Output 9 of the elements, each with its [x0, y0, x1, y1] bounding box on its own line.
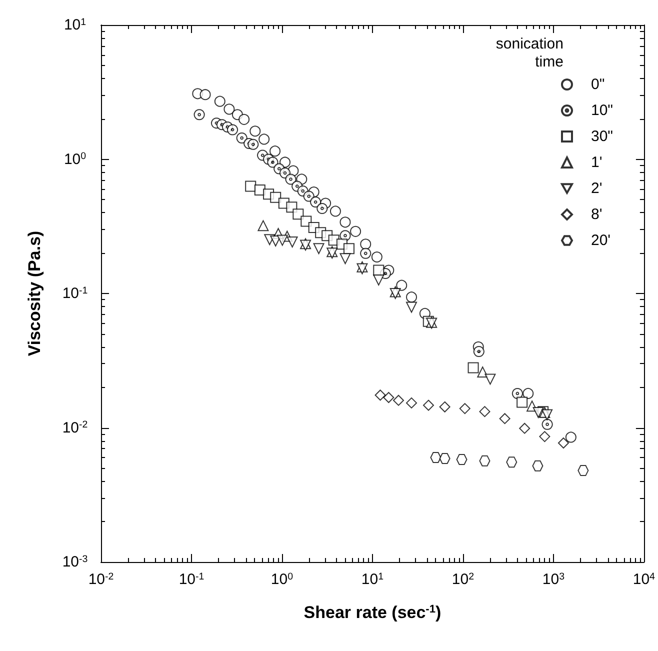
legend-label: 0" [590, 76, 605, 93]
legend-label: 8' [590, 206, 602, 223]
legend-title: sonication time [496, 36, 564, 70]
legend-label: 10" [590, 102, 614, 119]
legend-label: 1' [590, 154, 602, 171]
y-axis-title: Viscosity (Pa.s) [25, 230, 44, 356]
legend-label: 20' [590, 232, 611, 249]
legend-label: 2' [590, 180, 602, 197]
legend-label: 30" [590, 128, 614, 145]
